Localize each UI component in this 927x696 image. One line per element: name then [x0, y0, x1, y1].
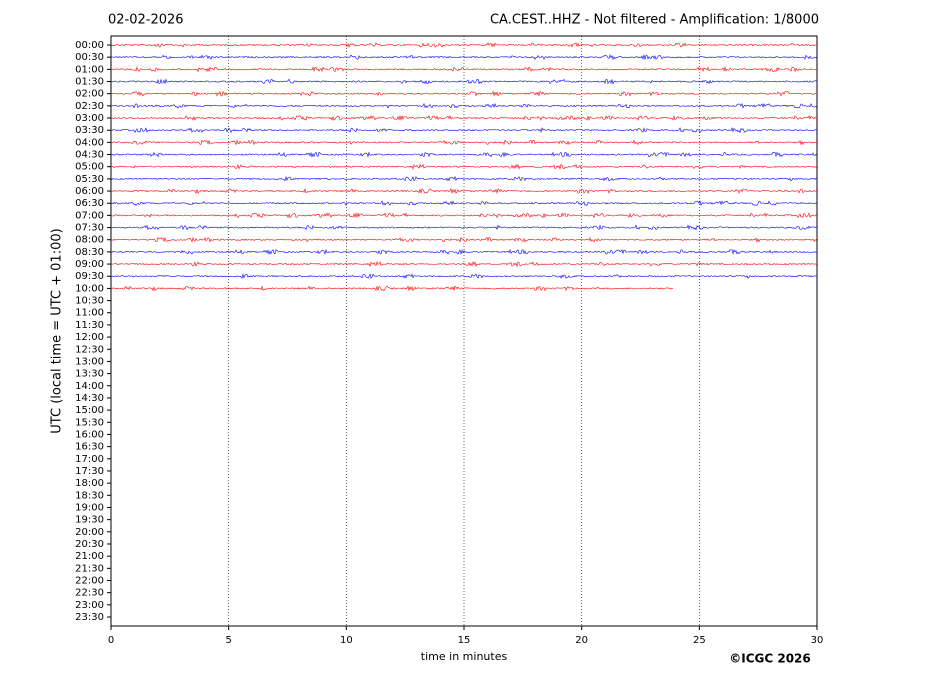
y-tick-label: 17:00 — [75, 454, 104, 465]
y-tick-label: 11:30 — [75, 320, 104, 331]
y-tick-label: 20:30 — [75, 539, 104, 550]
y-tick-label: 22:00 — [75, 575, 104, 586]
y-tick-label: 21:30 — [75, 563, 104, 574]
x-tick-label: 15 — [458, 635, 471, 646]
trace — [110, 261, 818, 268]
x-tick-label: 30 — [811, 635, 824, 646]
y-tick-label: 08:00 — [75, 235, 104, 246]
trace — [110, 151, 818, 158]
title-right: CA.CEST..HHZ - Not filtered - Amplificat… — [490, 13, 819, 28]
y-tick-label: 01:00 — [75, 64, 104, 75]
y-tick-label: 14:00 — [75, 381, 104, 392]
title-left: 02-02-2026 — [108, 13, 184, 28]
y-tick-label: 12:00 — [75, 332, 104, 343]
y-tick-label: 00:00 — [75, 40, 104, 51]
y-axis-label: UTC (local time = UTC + 01:00) — [50, 228, 65, 433]
y-tick-label: 04:30 — [75, 150, 104, 161]
x-axis-label: time in minutes — [421, 650, 508, 663]
y-tick-label: 02:00 — [75, 89, 104, 100]
trace — [110, 187, 818, 195]
y-tick-label: 20:00 — [75, 527, 104, 538]
y-tick-label: 09:30 — [75, 271, 104, 282]
y-tick-label: 08:30 — [75, 247, 104, 258]
y-tick-label: 04:00 — [75, 137, 104, 148]
trace — [110, 200, 818, 207]
x-tick-label: 20 — [575, 635, 588, 646]
y-tick-label: 16:00 — [75, 429, 104, 440]
y-tick-label: 22:30 — [75, 588, 104, 599]
y-tick-label: 19:00 — [75, 502, 104, 513]
y-tick-label: 10:00 — [75, 283, 104, 294]
trace — [110, 66, 818, 73]
x-tick-label: 10 — [340, 635, 353, 646]
y-tick-label: 00:30 — [75, 52, 104, 63]
trace — [110, 42, 818, 48]
y-tick-label: 07:00 — [75, 210, 104, 221]
y-tick-label: 13:30 — [75, 369, 104, 380]
y-tick-label: 01:30 — [75, 77, 104, 88]
y-tick-label: 16:30 — [75, 442, 104, 453]
x-tick-label: 25 — [693, 635, 706, 646]
y-tick-label: 09:00 — [75, 259, 104, 270]
y-tick-label: 13:00 — [75, 356, 104, 367]
y-tick-label: 21:00 — [75, 551, 104, 562]
y-tick-label: 17:30 — [75, 466, 104, 477]
y-tick-label: 19:30 — [75, 515, 104, 526]
trace — [110, 102, 818, 109]
y-tick-label: 05:00 — [75, 162, 104, 173]
trace — [110, 114, 818, 121]
trace — [110, 53, 818, 61]
y-tick-label: 23:30 — [75, 612, 104, 623]
trace — [110, 236, 818, 243]
y-tick-label: 15:00 — [75, 405, 104, 416]
y-tick-label: 06:30 — [75, 198, 104, 209]
y-tick-label: 02:30 — [75, 101, 104, 112]
x-tick-label: 0 — [108, 635, 114, 646]
y-tick-label: 12:30 — [75, 344, 104, 355]
trace — [110, 90, 818, 97]
y-tick-label: 05:30 — [75, 174, 104, 185]
y-tick-label: 07:30 — [75, 223, 104, 234]
trace — [110, 163, 818, 171]
trace — [110, 248, 818, 256]
y-tick-label: 10:30 — [75, 296, 104, 307]
x-tick-label: 5 — [225, 635, 231, 646]
y-tick-label: 14:30 — [75, 393, 104, 404]
trace — [110, 285, 674, 292]
trace — [110, 224, 818, 231]
y-tick-label: 18:00 — [75, 478, 104, 489]
y-tick-label: 18:30 — [75, 490, 104, 501]
trace — [110, 139, 818, 146]
trace — [110, 273, 818, 279]
credit: ©ICGC 2026 — [729, 652, 811, 666]
y-tick-label: 15:30 — [75, 417, 104, 428]
y-tick-label: 03:00 — [75, 113, 104, 124]
trace — [110, 127, 818, 134]
trace — [110, 78, 818, 85]
y-tick-label: 11:00 — [75, 308, 104, 319]
trace — [110, 212, 818, 219]
y-tick-label: 23:00 — [75, 600, 104, 611]
y-tick-label: 03:30 — [75, 125, 104, 136]
y-tick-label: 06:00 — [75, 186, 104, 197]
trace — [110, 175, 818, 182]
